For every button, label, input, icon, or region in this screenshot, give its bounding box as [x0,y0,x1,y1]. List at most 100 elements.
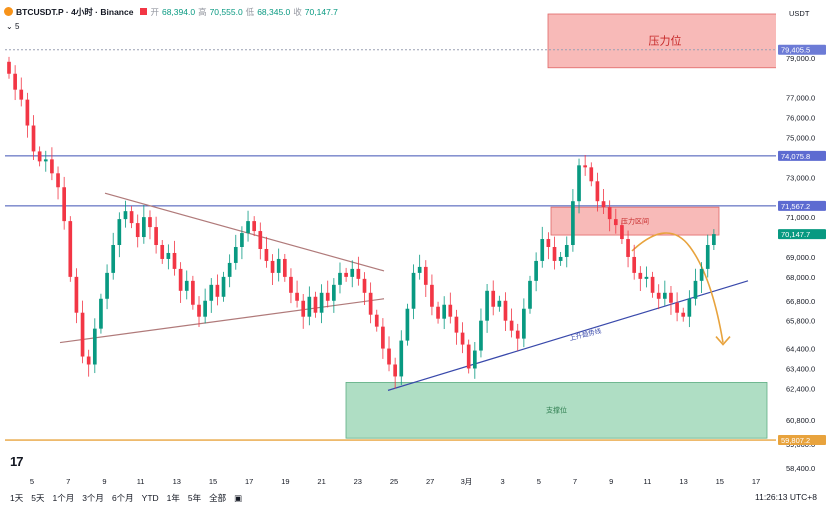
candle-body-82 [509,320,514,331]
x-tick-15: 7 [573,477,577,486]
candle-body-48 [301,300,306,317]
indicator-toggle[interactable]: ⌄ 5 [6,22,20,31]
candle-body-30 [191,280,195,305]
timeframe-7[interactable]: 5年 [187,493,202,503]
candle-body-61 [381,326,385,349]
y-tick-12: 75,000.0 [786,133,815,142]
candle-body-113 [699,268,704,281]
candle-body-79 [491,290,496,307]
candles-layer [7,56,716,389]
candle-body-28 [178,268,183,291]
candle-body-63 [393,364,397,377]
candle-body-98 [607,207,612,220]
x-tick-19: 15 [716,477,724,486]
x-tick-9: 23 [354,477,362,486]
candle-body-66 [411,272,416,309]
timeframe-1[interactable]: 5天 [31,493,45,503]
candle-body-64 [399,340,404,377]
candle-body-73 [454,316,459,333]
level-tag-0 [778,44,826,55]
projection-curve [631,232,724,343]
price-axis[interactable]: USDT58,400.059,600.060,800.062,400.063,4… [776,0,829,508]
low-label: 低 [245,7,255,17]
candle-body-81 [503,300,508,321]
symbol-title[interactable]: BTCUSDT.P · 4小时 · Binance [16,7,134,17]
x-tick-20: 17 [752,477,760,486]
candle-body-115 [712,234,716,246]
candle-body-46 [289,276,293,293]
candle-body-36 [227,262,232,277]
candle-body-96 [595,181,600,202]
candle-body-75 [466,344,471,369]
candle-body-67 [417,266,422,273]
candle-body-2 [19,89,24,100]
zone-label-0: 压力位 [649,34,682,48]
timeframe-2[interactable]: 1个月 [52,493,75,503]
candle-body-50 [313,296,318,313]
candle-body-110 [681,312,686,317]
y-tick-10: 71,000.0 [786,213,815,222]
timeframe-6[interactable]: 1年 [166,493,180,503]
level-tag-2 [778,200,826,211]
low-value: 68,345.0 [257,7,291,17]
candle-body-20 [129,211,134,224]
close-label: 收 [293,7,302,17]
candle-body-37 [233,246,238,263]
x-tick-4: 13 [173,477,181,486]
projection-arrow-icon [715,336,731,346]
candle-body-109 [675,302,679,313]
candle-body-3 [25,99,30,126]
candle-body-88 [546,239,551,247]
timeframe-0[interactable]: 1天 [10,493,24,503]
candle-body-15 [99,298,103,329]
timeframe-3[interactable]: 3个月 [82,493,104,503]
candle-body-54 [338,272,342,285]
candle-body-31 [197,304,201,317]
candle-body-104 [644,276,649,279]
x-tick-5: 15 [209,477,217,486]
time-axis[interactable]: 5 7 9 11 13 15 17 19 21 23 25 27 3月 3 5 7 9 11 13 15 17 [30,477,760,486]
candle-body-1 [13,73,17,90]
x-tick-12: 3月 [461,477,473,486]
candle-body-84 [522,308,526,339]
candle-body-106 [656,292,661,299]
candle-body-77 [479,320,483,351]
candle-body-91 [564,245,569,257]
level-tag-text-1: 74,075.8 [781,152,810,161]
calendar-icon[interactable]: ▣ [234,493,243,503]
candle-body-4 [31,125,36,152]
candle-body-95 [589,167,594,182]
candle-body-60 [374,314,379,327]
timeframe-5[interactable]: YTD [141,493,159,503]
candle-body-105 [650,276,655,293]
candle-body-44 [276,258,281,273]
zone-0 [547,13,783,69]
y-tick-6: 65,800.0 [786,317,815,326]
candle-body-12 [80,312,85,357]
y-tick-11: 73,000.0 [786,173,815,182]
x-tick-18: 13 [679,477,687,486]
candle-body-52 [325,292,330,301]
timeframe-8[interactable]: 全部 [209,493,227,503]
candle-body-45 [282,258,287,277]
candle-body-112 [693,280,698,299]
candle-body-51 [319,292,324,313]
y-tick-9: 69,000.0 [786,253,815,262]
tradingview-logo[interactable]: 17 [10,454,24,469]
candle-body-103 [638,272,643,279]
candle-body-107 [662,292,667,299]
candle-body-59 [368,292,373,315]
candle-body-49 [307,296,312,317]
timeframe-bar: 1天 5天 1个月 3个月 6个月 YTD 1年 5年 全部 ▣ [10,492,250,504]
levels-layer [5,49,776,441]
clock: 11:26:13 UTC+8 [755,492,817,502]
candle-body-89 [552,246,557,261]
x-tick-0: 5 [30,477,34,486]
candle-body-18 [117,219,122,246]
candle-body-0 [7,61,11,74]
timeframe-4[interactable]: 6个月 [111,493,134,503]
candle-body-38 [240,233,244,247]
candle-body-19 [123,211,128,220]
candle-body-7 [50,159,54,174]
